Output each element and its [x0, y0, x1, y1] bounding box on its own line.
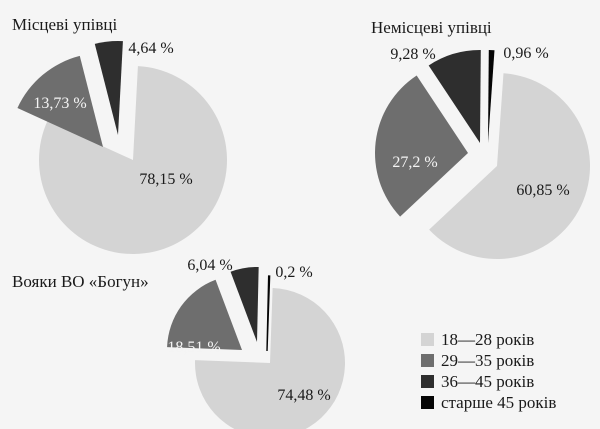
pie-0-slice-2	[94, 41, 123, 135]
pie-2-slice-1	[167, 279, 242, 350]
legend-row-18-28: 18—28 років	[421, 329, 556, 350]
legend-swatch-29-35	[421, 354, 434, 367]
legend-row-36-45: 36—45 років	[421, 371, 556, 392]
pie-0-slice-label-2: 4,64 %	[128, 40, 174, 57]
legend-label-45-plus: старше 45 років	[441, 392, 557, 412]
chart-title-nonlocal-upa: Немісцеві упівці	[371, 18, 492, 37]
pie-0-slice-1	[17, 55, 104, 147]
chart-title-bohun-soldiers: Вояки ВО «Богун»	[12, 272, 149, 291]
pie-1-slice-2	[428, 49, 481, 143]
pie-2-slice-2	[230, 267, 259, 342]
pie-2-slice-label-3: 0,2 %	[275, 264, 313, 281]
chart-title-local-upa: Місцеві упівці	[12, 15, 118, 34]
pie-0-slice-label-0: 78,15 %	[139, 171, 193, 188]
legend-swatch-18-28	[421, 333, 434, 346]
pie-1-slice-1	[374, 75, 468, 217]
legend-row-29-35: 29—35 років	[421, 350, 556, 371]
pie-2-slice-0	[195, 288, 345, 429]
legend-swatch-36-45	[421, 375, 434, 388]
pie-1-slice-label-0: 60,85 %	[516, 182, 570, 199]
legend-row-45-plus: старше 45 років	[421, 392, 556, 413]
pie-2-slice-label-0: 74,48 %	[277, 387, 331, 404]
legend-label-36-45: 36—45 років	[441, 371, 535, 391]
legend: 18—28 років 29—35 років 36—45 років стар…	[421, 329, 556, 413]
legend-label-18-28: 18—28 років	[441, 329, 535, 349]
pie-2-slice-label-2: 6,04 %	[187, 257, 233, 274]
pie-2-slice-label-1: 18,51 %	[167, 339, 221, 356]
pie-1-slice-label-2: 9,28 %	[390, 46, 436, 63]
pie-1-slice-3	[488, 50, 495, 143]
pie-2-slice-3	[266, 275, 271, 352]
legend-swatch-45-plus	[421, 396, 434, 409]
pie-1-slice-label-3: 0,96 %	[503, 45, 549, 62]
pie-0-slice-label-1: 13,73 %	[33, 95, 87, 112]
pie-0-slice-0	[38, 66, 227, 255]
legend-label-29-35: 29—35 років	[441, 350, 535, 370]
pie-1-slice-label-1: 27,2 %	[392, 154, 438, 171]
pie-1-slice-0	[429, 73, 591, 260]
